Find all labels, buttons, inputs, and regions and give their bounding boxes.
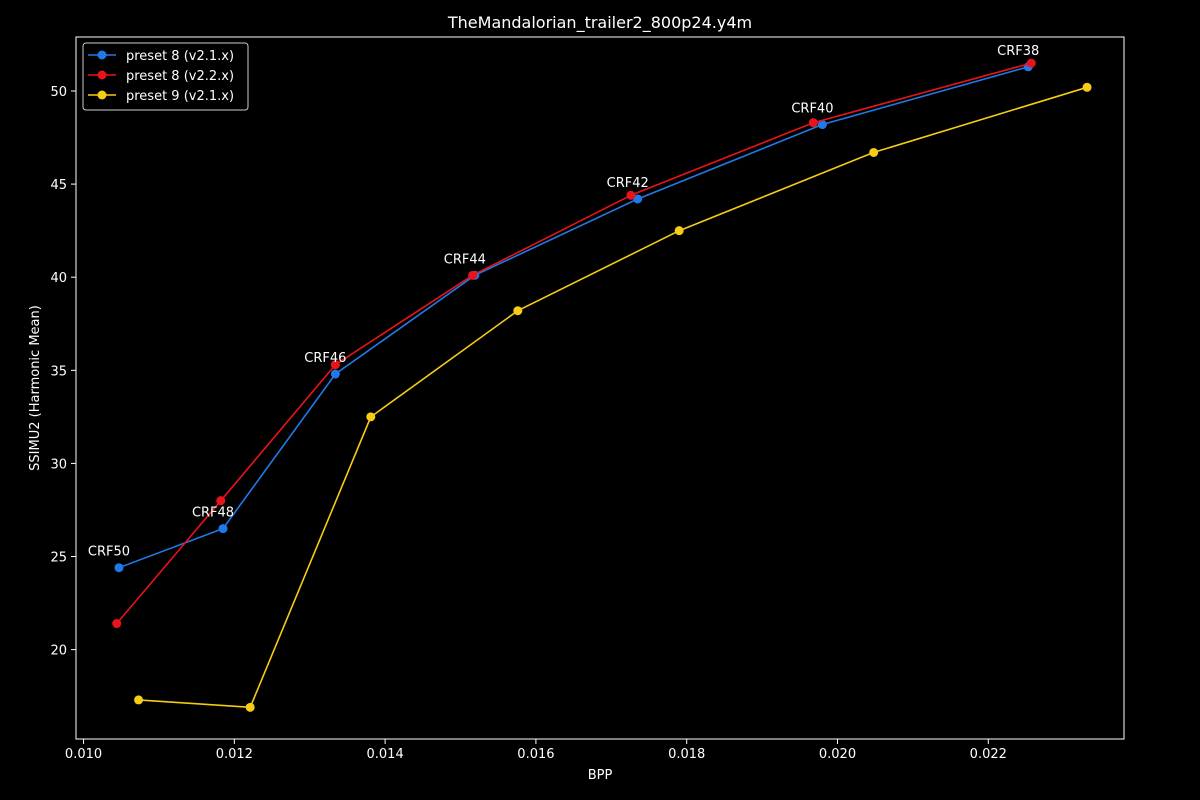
y-tick-label: 50	[50, 85, 67, 100]
legend-entry: preset 9 (v2.1.x)	[88, 89, 234, 104]
x-tick-label: 0.022	[970, 747, 1007, 762]
data-point	[468, 270, 478, 280]
x-tick-label: 0.012	[216, 747, 253, 762]
data-point	[218, 524, 228, 534]
legend-label: preset 8 (v2.2.x)	[126, 69, 234, 84]
y-tick-label: 20	[50, 644, 67, 659]
data-point	[869, 147, 879, 157]
x-tick-label: 0.018	[668, 747, 705, 762]
legend-box	[82, 42, 249, 111]
legend-marker	[97, 90, 107, 100]
legend-marker	[97, 70, 107, 80]
data-point	[330, 360, 340, 370]
data-point	[1026, 58, 1036, 68]
data-point	[808, 118, 818, 128]
crf-annotation: CRF38	[997, 44, 1039, 59]
plot-area	[75, 36, 1125, 740]
data-point	[1082, 82, 1092, 92]
data-point	[626, 190, 636, 200]
x-axis: 0.010 0.012 0.014 0.016 0.018 0.020 0.022	[65, 739, 1007, 762]
data-point	[330, 369, 340, 379]
crf-annotation: CRF42	[607, 176, 649, 191]
x-tick-label: 0.020	[819, 747, 856, 762]
data-point	[114, 563, 124, 573]
x-tick-label: 0.014	[367, 747, 404, 762]
series-3	[134, 82, 1092, 712]
data-point	[513, 306, 523, 316]
legend-entry: preset 8 (v2.1.x)	[88, 49, 234, 64]
legend-entry: preset 8 (v2.2.x)	[88, 69, 234, 84]
data-point	[674, 226, 684, 236]
series-layer	[112, 58, 1092, 712]
data-point	[112, 619, 122, 629]
legend-label: preset 9 (v2.1.x)	[126, 89, 234, 104]
legend-label: preset 8 (v2.1.x)	[126, 49, 234, 64]
legend: preset 8 (v2.1.x) preset 8 (v2.2.x) preset…	[82, 42, 249, 111]
data-point	[245, 702, 255, 712]
crf-annotation: CRF44	[444, 252, 486, 267]
y-tick-label: 30	[50, 457, 67, 472]
data-point	[134, 695, 144, 705]
crf-annotation: CRF48	[192, 506, 234, 521]
data-point	[366, 412, 376, 422]
x-axis-label: BPP	[588, 768, 613, 783]
data-point	[817, 120, 827, 130]
y-tick-label: 25	[50, 551, 67, 566]
annotation-layer: CRF50 CRF48 CRF46 CRF44 CRF42 CRF40 CRF38	[88, 44, 1039, 560]
crf-annotation: CRF40	[791, 102, 833, 117]
legend-marker	[97, 50, 107, 60]
series-2	[112, 58, 1036, 629]
y-tick-label: 45	[50, 178, 67, 193]
y-tick-label: 35	[50, 364, 67, 379]
data-point	[633, 194, 643, 204]
crf-annotation: CRF50	[88, 545, 130, 560]
crf-annotation: CRF46	[304, 351, 346, 366]
chart-title: TheMandalorian_trailer2_800p24.y4m	[447, 13, 752, 33]
data-point	[216, 496, 226, 506]
x-tick-label: 0.016	[517, 747, 554, 762]
y-axis-label: SSIMU2 (Harmonic Mean)	[28, 305, 43, 471]
y-tick-label: 40	[50, 271, 67, 286]
x-tick-label: 0.010	[65, 747, 102, 762]
plot-frame	[75, 36, 1125, 740]
y-axis: 20 25 30 35 40 45 50	[50, 85, 76, 659]
